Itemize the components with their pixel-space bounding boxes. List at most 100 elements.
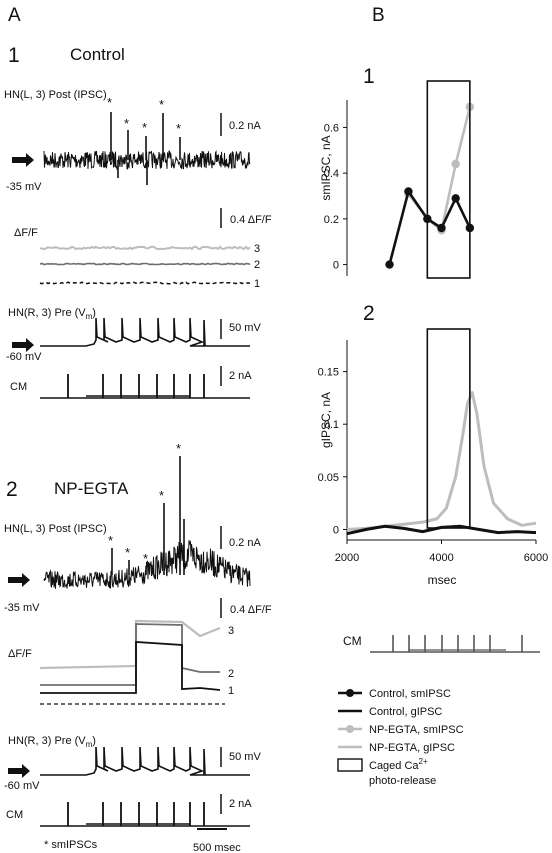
smipsc-footnote: * smIPSCs — [44, 839, 98, 851]
data-point — [451, 159, 460, 169]
a2-title: NP-EGTA — [54, 479, 129, 498]
x-tick-label: 4000 — [429, 552, 453, 564]
panel-a-letter: A — [8, 5, 21, 26]
a2-ipsc-trace — [43, 456, 251, 589]
y-tick-label: 0.1 — [324, 419, 339, 431]
a2-hold-post: -35 mV — [4, 602, 40, 614]
a2-df-label: ΔF/F — [8, 648, 32, 660]
b1-number: 1 — [363, 65, 375, 88]
a2-df-scale-label: 0.4 ΔF/F — [230, 604, 272, 616]
series-line — [388, 190, 472, 265]
ipsc-noise — [43, 540, 251, 589]
legend-label: Control, smIPSC — [369, 688, 451, 700]
b2-xlabel: msec — [428, 573, 457, 587]
x-tick-label: 6000 — [524, 552, 548, 564]
a2-number: 2 — [6, 478, 18, 501]
b2-chart: 0 0.05 0.1 0.15 2000 4000 6000 — [318, 328, 548, 564]
fluorescence-trace — [40, 623, 220, 686]
y-tick-label: 0 — [333, 260, 339, 272]
a1-asterisks: * * * * * — [107, 95, 181, 136]
a2-pre-label: HN(R, 3) Pre (Vm) — [8, 735, 96, 749]
a2-asterisks: * * * * * — [108, 441, 181, 566]
a1-hold-post: -35 mV — [6, 181, 42, 193]
legend: Control, smIPSC Control, gIPSC NP-EGTA, sm… — [337, 688, 464, 787]
legend-dot-swatch — [346, 689, 354, 697]
a2-trace-num: 2 — [228, 668, 234, 680]
a2-fluorescence-traces — [39, 619, 225, 705]
a2-trace-num: 3 — [228, 625, 234, 637]
a1-cm-trace — [40, 374, 250, 399]
asterisk: * — [142, 120, 147, 135]
a1-fluorescence-traces — [39, 245, 251, 285]
b-cm-trace — [370, 635, 540, 653]
series-line — [407, 106, 472, 232]
asterisk: * — [176, 441, 181, 456]
a1-cm-scale-label: 2 nA — [229, 370, 252, 382]
asterisk: * — [125, 545, 130, 560]
data-point — [451, 194, 460, 203]
a2-cm-trace — [40, 802, 250, 827]
a1-post-label: HN(L, 3) Post (IPSC) — [4, 89, 107, 101]
fluorescence-trace — [40, 641, 221, 694]
asterisk: * — [143, 551, 148, 566]
a1-current-scale-label: 0.2 nA — [229, 120, 261, 132]
a1-pre-arrow-icon — [12, 338, 34, 352]
asterisk: * — [108, 533, 113, 548]
legend-label: Caged Ca2+ — [369, 757, 428, 772]
asterisk: * — [124, 116, 129, 131]
data-point — [385, 260, 394, 269]
series-line — [346, 391, 537, 531]
a2-pre-arrow-icon — [8, 764, 30, 778]
a1-title: Control — [70, 45, 125, 64]
a2-voltage-scale-label: 50 mV — [229, 751, 261, 763]
legend-label: Control, gIPSC — [369, 706, 442, 718]
a2-hold-arrow-icon — [8, 573, 30, 587]
a1-trace-num: 1 — [254, 278, 260, 290]
legend-label: photo-release — [369, 775, 436, 787]
vm-trace — [40, 317, 250, 347]
asterisk: * — [107, 95, 112, 110]
y-tick-label: 0.2 — [324, 214, 339, 226]
a1-presynaptic-vm-trace — [40, 317, 250, 347]
a2-presynaptic-vm-trace — [40, 746, 250, 776]
photo-release-box — [426, 80, 471, 279]
a1-number: 1 — [8, 44, 20, 67]
data-point — [404, 187, 413, 196]
data-point — [437, 223, 446, 233]
fluorescence-trace — [39, 619, 221, 670]
y-tick-label: 0.15 — [318, 367, 339, 379]
a1-hold-arrow-icon — [12, 153, 34, 167]
b-cm-label: CM — [343, 634, 362, 648]
a1-cm-label: CM — [10, 381, 27, 393]
time-scale-label: 500 msec — [193, 842, 241, 853]
asterisk: * — [176, 121, 181, 136]
x-tick-label: 2000 — [335, 552, 359, 564]
photo-release-box — [426, 328, 471, 529]
a1-trace-num: 3 — [254, 243, 260, 255]
b1-ylabel: smIPSC, nA — [319, 135, 333, 200]
b1-chart: 0 0.2 0.4 0.6 — [324, 80, 475, 279]
legend-label: NP-EGTA, smIPSC — [369, 724, 464, 736]
legend-label: NP-EGTA, gIPSC — [369, 742, 455, 754]
a1-voltage-scale-label: 50 mV — [229, 322, 261, 334]
a1-pre-label: HN(R, 3) Pre (Vm) — [8, 307, 96, 321]
panel-b-letter: B — [372, 5, 385, 26]
a2-post-label: HN(L, 3) Post (IPSC) — [4, 523, 107, 535]
a1-df-label: ΔF/F — [14, 227, 38, 239]
vm-trace — [40, 746, 250, 776]
y-tick-label: 0.6 — [324, 122, 339, 134]
a1-df-scale-label: 0.4 ΔF/F — [230, 214, 272, 226]
asterisk: * — [159, 97, 164, 112]
fluorescence-trace — [39, 245, 251, 251]
a2-current-scale-label: 0.2 nA — [229, 537, 261, 549]
fluorescence-trace — [39, 281, 251, 285]
a2-trace-num: 1 — [228, 685, 234, 697]
fluorescence-trace — [39, 262, 251, 266]
a2-hold-pre: -60 mV — [4, 780, 40, 792]
asterisk: * — [159, 488, 164, 503]
a1-hold-pre: -60 mV — [6, 351, 42, 363]
a1-trace-num: 2 — [254, 259, 260, 271]
legend-dot-swatch — [346, 725, 354, 733]
y-tick-label: 0.4 — [324, 168, 339, 180]
